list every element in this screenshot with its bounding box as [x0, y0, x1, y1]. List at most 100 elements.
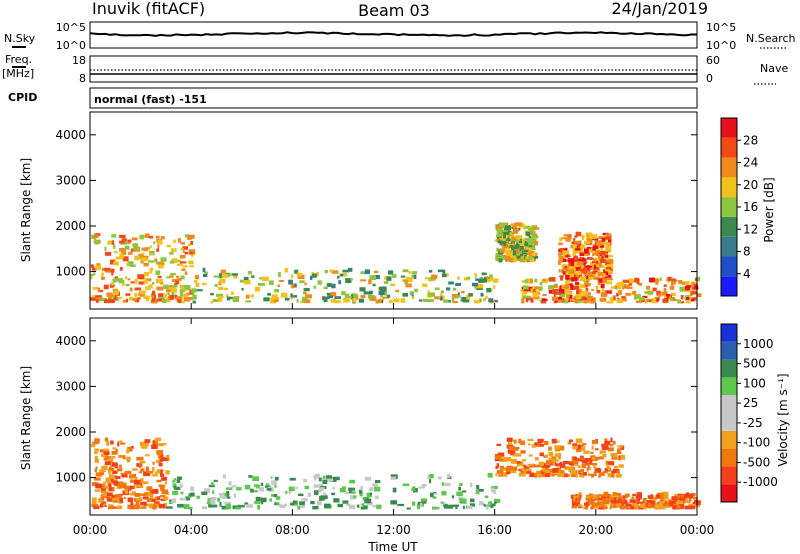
- data-cell: [412, 486, 416, 491]
- data-cell: [663, 498, 666, 503]
- cpid-label: CPID: [8, 91, 37, 104]
- y-tick-label: 2000: [55, 219, 86, 233]
- data-cell: [580, 469, 584, 473]
- data-cell: [369, 492, 372, 496]
- data-cell: [540, 462, 544, 466]
- data-cell: [565, 291, 573, 296]
- data-cell: [688, 297, 693, 301]
- data-cell: [157, 496, 161, 500]
- data-cell: [499, 241, 507, 245]
- data-cell: [201, 491, 208, 495]
- cpid-panel-frame: [89, 87, 698, 109]
- data-cell: [635, 300, 643, 303]
- data-cell: [383, 281, 389, 284]
- data-cell: [303, 287, 310, 292]
- data-cell: [130, 479, 134, 483]
- data-cell: [108, 474, 114, 479]
- data-cell: [649, 277, 655, 283]
- data-cell: [513, 238, 518, 242]
- data-cell: [534, 473, 538, 478]
- data-cell: [151, 488, 159, 494]
- data-cell: [492, 278, 499, 283]
- data-cell: [578, 492, 582, 497]
- data-cell: [458, 486, 461, 491]
- data-cell: [403, 280, 408, 284]
- nave-tick-top: 60: [706, 54, 720, 67]
- colorbar-tick-label: 28: [743, 133, 758, 147]
- data-cell: [369, 487, 374, 492]
- data-cell: [177, 299, 182, 303]
- data-cell: [160, 454, 164, 458]
- data-cell: [558, 288, 565, 294]
- data-cell: [119, 497, 123, 503]
- data-cell: [378, 291, 385, 296]
- data-cell: [582, 471, 587, 476]
- data-cell: [303, 497, 308, 502]
- data-cell: [659, 499, 663, 502]
- data-cell: [429, 478, 432, 484]
- data-cell: [530, 472, 535, 476]
- data-cell: [156, 286, 164, 291]
- data-cell: [274, 289, 280, 293]
- data-cell: [564, 297, 570, 300]
- data-cell: [344, 293, 350, 299]
- data-cell: [110, 467, 115, 472]
- data-cell: [364, 498, 372, 504]
- data-cell: [668, 500, 676, 505]
- data-cell: [108, 504, 114, 507]
- data-cell: [167, 292, 170, 295]
- colorbar-segment: [721, 118, 737, 138]
- data-cell: [180, 491, 184, 495]
- data-cell: [114, 476, 121, 479]
- data-cell: [117, 481, 124, 486]
- data-cell: [211, 482, 214, 486]
- data-cell: [247, 271, 252, 275]
- data-cell: [245, 300, 252, 303]
- data-cell: [459, 498, 466, 502]
- data-cell: [108, 504, 110, 510]
- data-cell: [556, 296, 562, 300]
- data-cell: [422, 298, 428, 302]
- data-cell: [479, 276, 484, 280]
- data-cell: [478, 488, 484, 492]
- data-cell: [252, 476, 260, 481]
- data-cell: [134, 255, 140, 261]
- data-cell: [92, 287, 99, 290]
- data-cell: [323, 286, 328, 290]
- data-cell: [301, 498, 306, 501]
- data-cell: [582, 267, 588, 270]
- data-cell: [284, 491, 288, 494]
- data-cell: [575, 473, 578, 478]
- data-cell: [667, 503, 674, 507]
- data-cell: [459, 483, 463, 487]
- data-cell: [671, 496, 678, 500]
- data-cell: [590, 506, 594, 510]
- data-cell: [570, 460, 575, 464]
- data-cell: [91, 501, 97, 506]
- data-cell: [220, 269, 226, 274]
- data-cell: [443, 299, 449, 303]
- data-cell: [567, 258, 575, 263]
- data-cell: [104, 451, 110, 455]
- colorbar-segment: [721, 137, 737, 158]
- data-cell: [533, 295, 540, 300]
- data-cell: [595, 497, 599, 501]
- data-cell: [572, 496, 575, 501]
- data-cell: [185, 496, 190, 501]
- data-cell: [574, 249, 579, 254]
- data-cell: [327, 295, 333, 299]
- data-cell: [387, 294, 391, 298]
- data-cell: [145, 454, 150, 457]
- data-cell: [103, 465, 108, 470]
- data-cell: [166, 276, 171, 279]
- data-cell: [139, 292, 146, 297]
- data-cell: [221, 273, 229, 278]
- data-cell: [577, 265, 581, 270]
- data-cell: [127, 497, 133, 503]
- data-cell: [488, 501, 493, 505]
- data-cell: [352, 293, 355, 296]
- data-cell: [121, 283, 126, 286]
- data-cell: [210, 300, 214, 304]
- data-cell: [671, 278, 676, 283]
- data-cell: [511, 236, 515, 241]
